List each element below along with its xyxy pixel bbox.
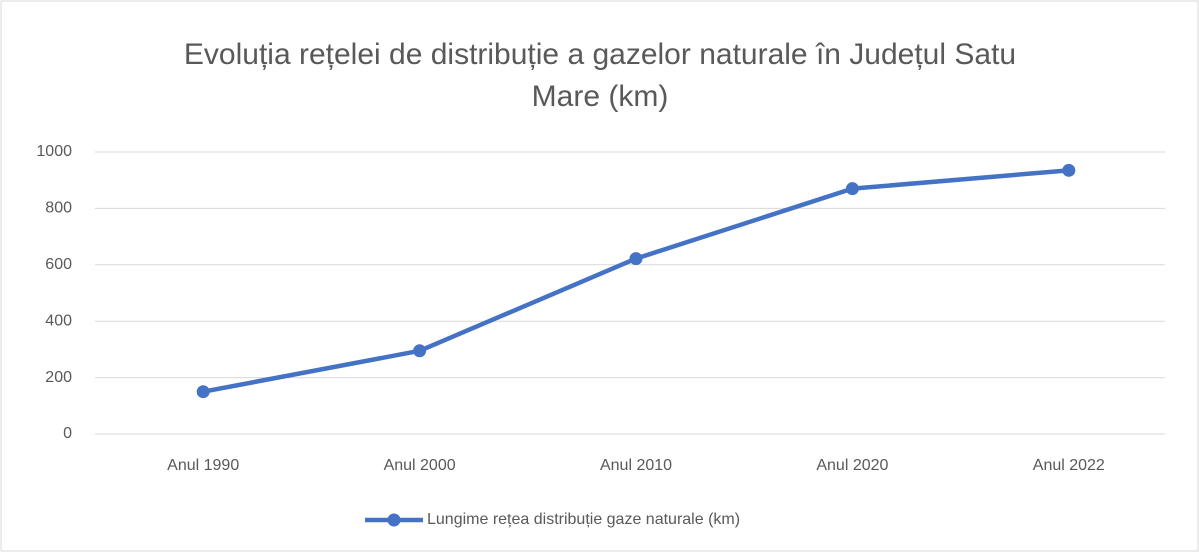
x-tick-label: Anul 1990 (167, 457, 239, 474)
y-tick-label: 400 (45, 312, 72, 329)
x-tick-label: Anul 2022 (1033, 457, 1105, 474)
y-tick-label: 0 (63, 425, 72, 442)
data-point (1062, 163, 1076, 177)
y-tick-label: 600 (45, 256, 72, 273)
legend-label: Lungime rețea distribuție gaze naturale … (427, 511, 740, 528)
x-tick-label: Anul 2010 (600, 457, 672, 474)
legend-marker (387, 513, 401, 527)
x-tick-label: Anul 2000 (384, 457, 456, 474)
x-tick-label: Anul 2020 (816, 457, 888, 474)
y-tick-label: 200 (45, 369, 72, 386)
series-line (202, 168, 1069, 394)
data-point (413, 344, 427, 358)
chart-title: Evoluția rețelei de distribuție a gazelo… (183, 38, 1017, 113)
data-point (845, 182, 859, 196)
data-point (196, 385, 210, 399)
data-point (629, 252, 643, 266)
y-tick-label: 800 (45, 200, 72, 217)
y-tick-label: 1000 (36, 143, 72, 160)
